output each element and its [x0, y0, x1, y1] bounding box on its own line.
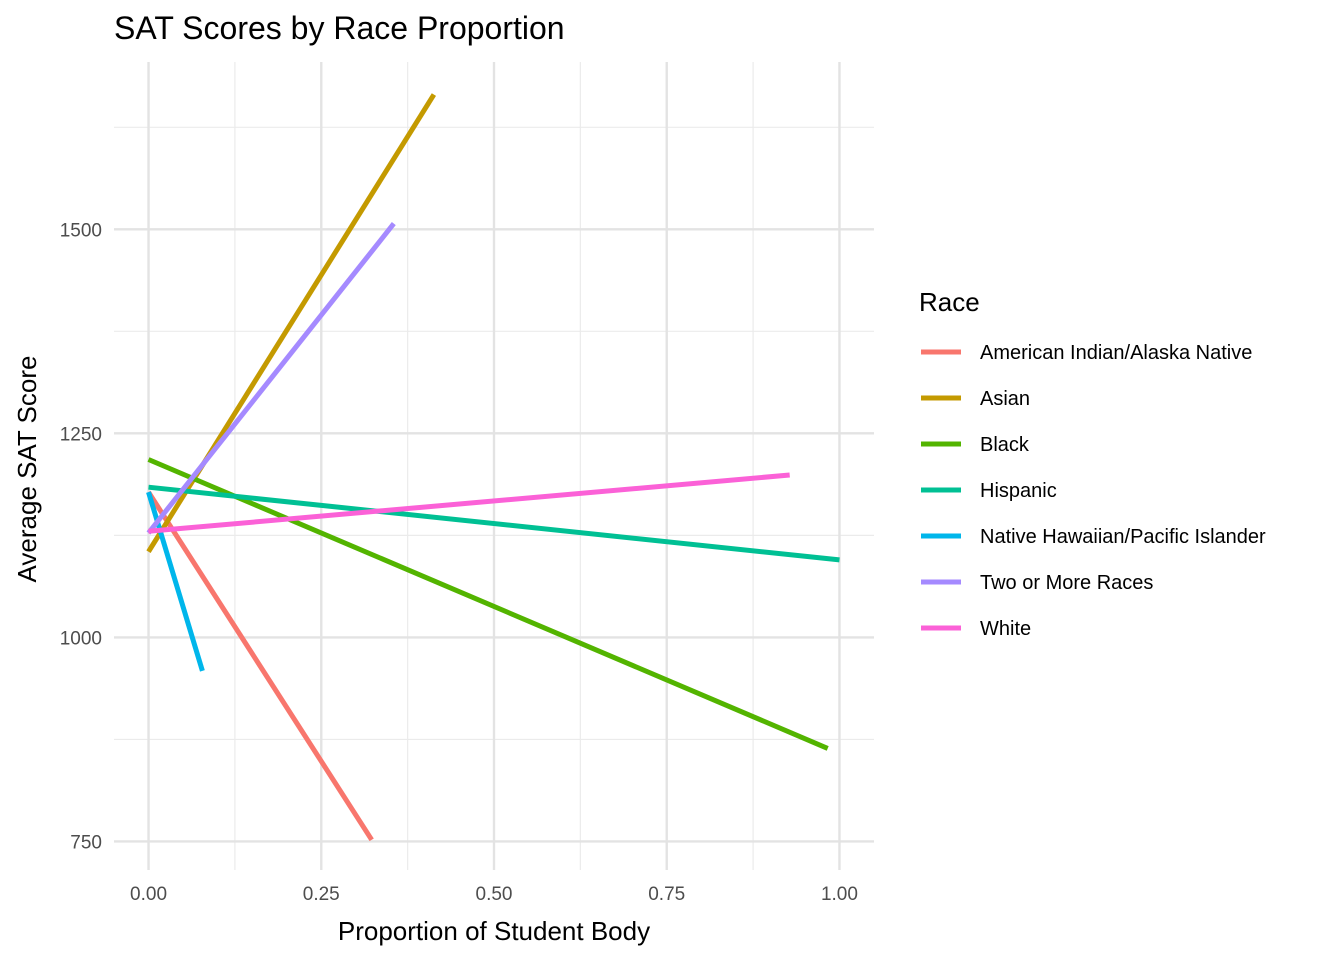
legend-item: Hispanic [921, 480, 1057, 502]
x-tick-label: 0.75 [648, 884, 685, 905]
x-tick-label: 0.25 [303, 884, 340, 905]
x-tick-label: 1.00 [821, 884, 858, 905]
series-line-two-or-more-races [146, 222, 396, 535]
legend-item: Two or More Races [921, 572, 1153, 594]
grid [114, 62, 874, 870]
series-line-white [148, 472, 790, 534]
legend-label: Two or More Races [980, 572, 1153, 594]
legend-items: American Indian/Alaska Native Asian Black H… [921, 342, 1266, 640]
legend-label: White [980, 618, 1031, 640]
series-line-american-indian-alaska-native [146, 490, 374, 842]
legend-item: Black [921, 434, 1030, 456]
x-axis-title: Proportion of Student Body [338, 916, 650, 946]
legend-item: White [921, 618, 1031, 640]
legend-item: Native Hawaiian/Pacific Islander [921, 526, 1266, 548]
legend-title: Race [919, 287, 980, 317]
series-line-asian [146, 93, 437, 554]
legend-label: Asian [980, 388, 1030, 410]
y-tick-label: 1000 [60, 628, 102, 649]
legend-label: Hispanic [980, 480, 1057, 502]
y-tick-label: 1250 [60, 424, 102, 445]
y-axis-title: Average SAT Score [12, 356, 42, 583]
series-line-black [147, 457, 829, 751]
legend-label: American Indian/Alaska Native [980, 342, 1252, 364]
series-lines [146, 93, 840, 842]
legend: Race American Indian/Alaska Native Asian B… [919, 287, 1266, 640]
y-tick-label: 750 [70, 832, 102, 853]
tick-labels: 750 1000 1250 1500 0.00 0.25 0.50 0.75 1.00 [60, 220, 858, 905]
legend-item: Asian [921, 388, 1030, 410]
x-tick-label: 0.00 [130, 884, 167, 905]
y-tick-label: 1500 [60, 220, 102, 241]
series-line-hispanic [148, 484, 840, 563]
chart-title: SAT Scores by Race Proportion [114, 10, 565, 46]
legend-label: Native Hawaiian/Pacific Islander [980, 526, 1266, 548]
legend-label: Black [980, 434, 1030, 456]
legend-item: American Indian/Alaska Native [921, 342, 1252, 364]
x-tick-label: 0.50 [476, 884, 513, 905]
